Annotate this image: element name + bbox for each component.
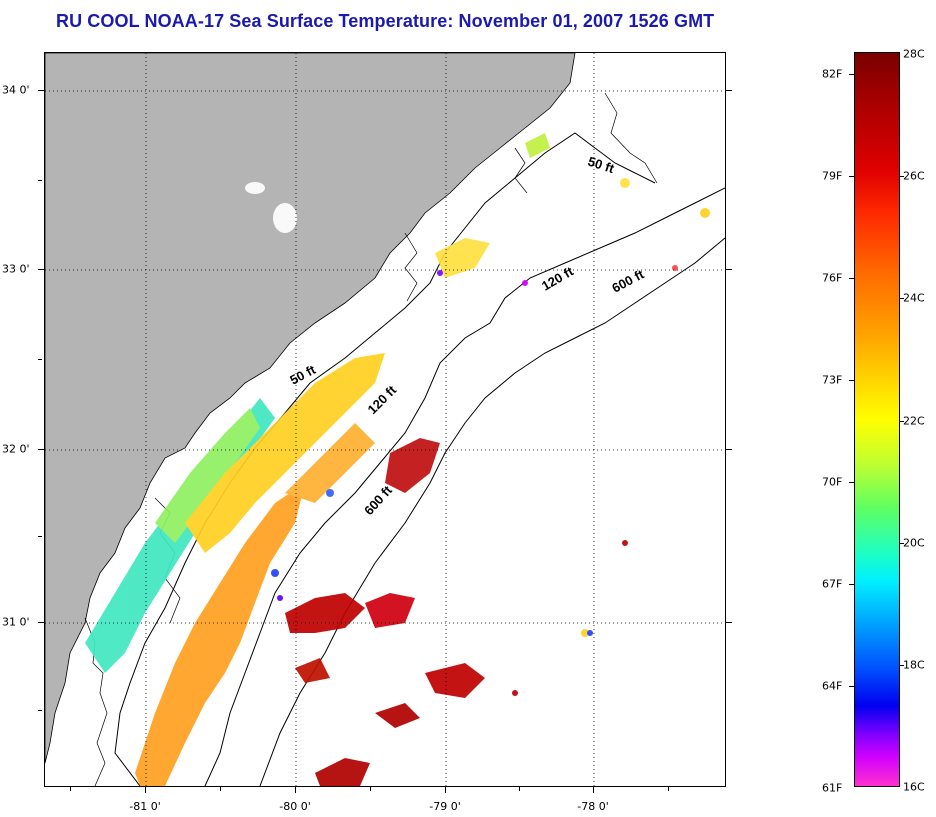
land-mass xyxy=(45,53,576,764)
contour-600ft xyxy=(259,237,725,786)
lon-label-81: -81 0' xyxy=(129,800,161,813)
colorbar-label-64f: 64F xyxy=(822,679,843,693)
depth-label-50ft-south: 50 ft xyxy=(287,362,318,388)
colorbar-label-61f: 61F xyxy=(822,781,843,795)
colorbar-label-22c: 22C xyxy=(903,414,925,428)
colorbar-label-20c: 20C xyxy=(903,536,925,550)
colorbar-label-67f: 67F xyxy=(822,577,843,591)
colorbar-label-26c: 26C xyxy=(903,169,925,183)
lat-label-32: 32 0' xyxy=(2,442,30,456)
depth-label-600ft-south: 600 ft xyxy=(361,482,395,518)
contour-50ft xyxy=(114,132,656,786)
colorbar-label-76f: 76F xyxy=(822,271,843,285)
depth-label-120ft-north: 120 ft xyxy=(539,263,576,293)
colorbar-label-82f: 82F xyxy=(822,67,843,81)
map-title: RU COOL NOAA-17 Sea Surface Temperature:… xyxy=(56,11,715,31)
colorbar-label-28c: 28C xyxy=(903,47,925,61)
colorbar-label-70f: 70F xyxy=(822,475,843,489)
lon-label-80: -80 0' xyxy=(279,800,311,813)
contour-120ft xyxy=(204,187,725,786)
graticule xyxy=(45,53,725,786)
sst-map: 50 ft 120 ft 600 ft 50 ft 120 ft 600 ft xyxy=(44,52,726,787)
temperature-colorbar xyxy=(854,52,900,787)
depth-label-50ft-north: 50 ft xyxy=(586,154,617,177)
colorbar-label-16c: 16C xyxy=(903,780,925,794)
colorbar-label-79f: 79F xyxy=(822,169,843,183)
lon-label-79: -79 0' xyxy=(429,800,461,813)
colorbar-label-18c: 18C xyxy=(903,658,925,672)
lat-label-33: 33 0' xyxy=(2,262,30,276)
lat-label-31: 31 0' xyxy=(2,615,30,629)
depth-label-600ft-north: 600 ft xyxy=(609,266,647,296)
lat-label-34: 34 0' xyxy=(2,83,30,97)
lon-label-78: -78 0' xyxy=(577,800,609,813)
colorbar-label-73f: 73F xyxy=(822,373,843,387)
colorbar-label-24c: 24C xyxy=(903,291,925,305)
